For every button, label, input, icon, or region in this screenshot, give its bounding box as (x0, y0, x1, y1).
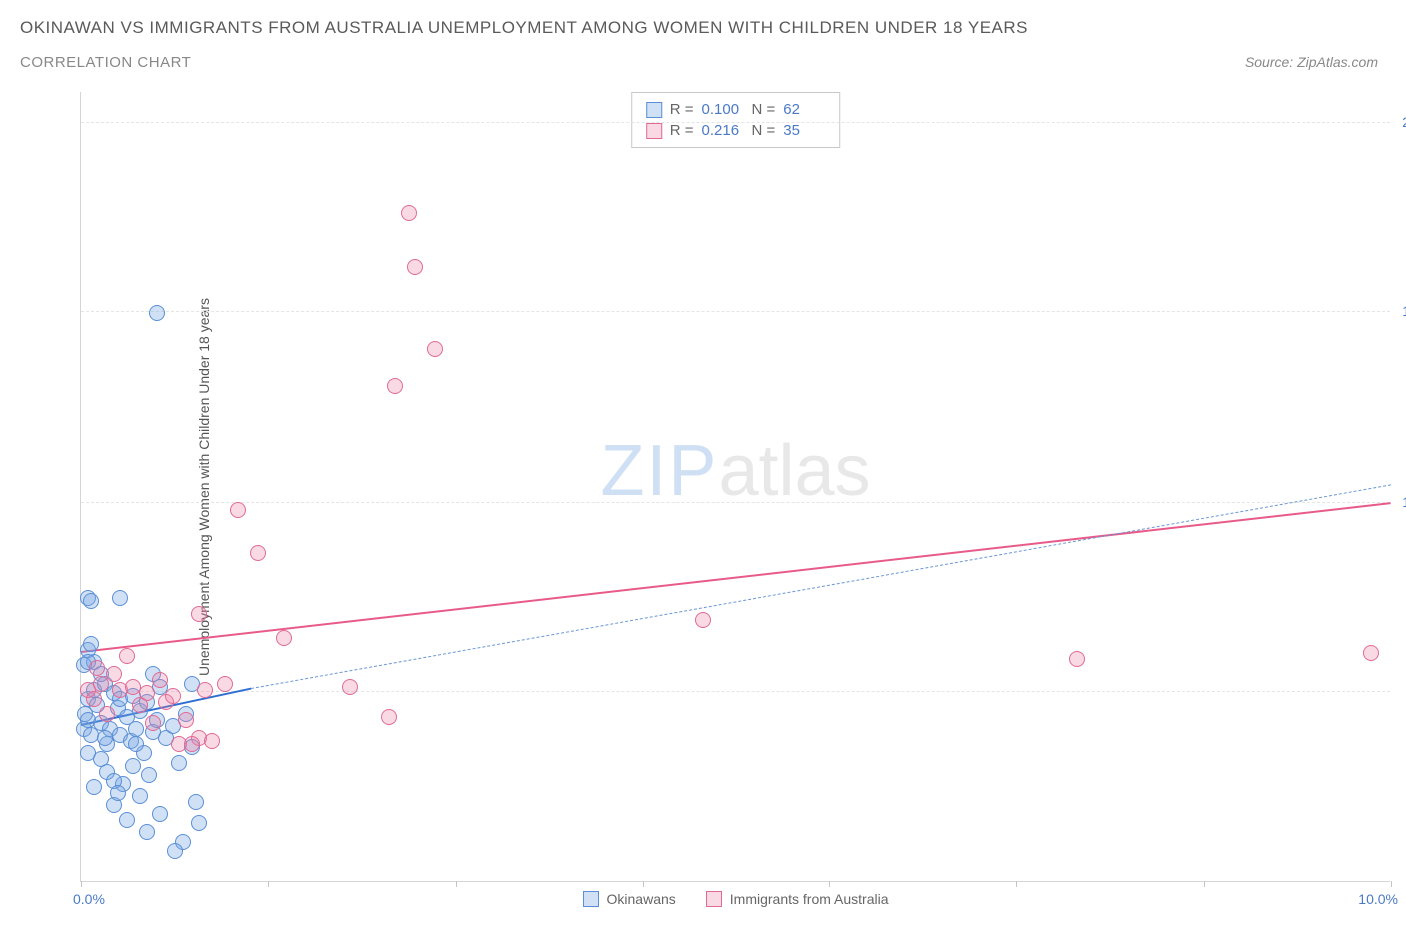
scatter-point (1363, 645, 1379, 661)
scatter-point (217, 676, 233, 692)
watermark-zip: ZIP (600, 430, 718, 512)
scatter-point (381, 709, 397, 725)
scatter-point (695, 612, 711, 628)
trend-line (251, 484, 1391, 689)
gridline-h (81, 691, 1390, 692)
scatter-plot: ZIPatlas R = 0.100 N = 62 R = 0.216 N = … (80, 92, 1390, 882)
scatter-point (191, 606, 207, 622)
stat-r-immigrants: 0.216 (702, 122, 744, 139)
scatter-point (184, 736, 200, 752)
scatter-point (139, 685, 155, 701)
gridline-h (81, 502, 1390, 503)
scatter-point (119, 812, 135, 828)
swatch-okinawans (646, 102, 662, 118)
scatter-point (197, 682, 213, 698)
x-tick-label: 0.0% (73, 891, 105, 907)
x-tick (456, 881, 457, 887)
x-tick (829, 881, 830, 887)
scatter-point (86, 779, 102, 795)
scatter-point (110, 785, 126, 801)
scatter-point (342, 679, 358, 695)
stat-n-label: N = (752, 101, 776, 118)
gridline-h (81, 122, 1390, 123)
subtitle-row: CORRELATION CHART Source: ZipAtlas.com (20, 54, 1386, 71)
x-tick (1016, 881, 1017, 887)
gridline-h (81, 311, 1390, 312)
scatter-point (152, 672, 168, 688)
legend-label-immigrants: Immigrants from Australia (730, 891, 889, 907)
scatter-point (188, 794, 204, 810)
scatter-point (106, 666, 122, 682)
scatter-point (83, 636, 99, 652)
stat-n-label: N = (752, 122, 776, 139)
scatter-point (86, 691, 102, 707)
scatter-point (1069, 651, 1085, 667)
scatter-point (387, 378, 403, 394)
trend-line (81, 502, 1391, 653)
scatter-point (139, 824, 155, 840)
x-tick (268, 881, 269, 887)
y-tick-label: 12.5% (1402, 494, 1406, 510)
scatter-point (204, 733, 220, 749)
scatter-point (178, 712, 194, 728)
chart-title: OKINAWAN VS IMMIGRANTS FROM AUSTRALIA UN… (20, 18, 1386, 38)
scatter-point (119, 648, 135, 664)
legend-swatch-okinawans (583, 891, 599, 907)
stats-legend: R = 0.100 N = 62 R = 0.216 N = 35 (631, 92, 841, 148)
scatter-point (230, 502, 246, 518)
watermark-atlas: atlas (718, 430, 870, 512)
x-tick (643, 881, 644, 887)
stat-n-immigrants: 35 (783, 122, 825, 139)
scatter-point (99, 706, 115, 722)
scatter-point (407, 259, 423, 275)
source-label: Source: ZipAtlas.com (1245, 54, 1386, 70)
chart-header: OKINAWAN VS IMMIGRANTS FROM AUSTRALIA UN… (0, 0, 1406, 71)
scatter-point (152, 806, 168, 822)
scatter-point (128, 721, 144, 737)
stat-r-label: R = (670, 122, 694, 139)
scatter-point (83, 593, 99, 609)
x-tick-label: 10.0% (1358, 891, 1398, 907)
y-tick-label: 18.8% (1402, 303, 1406, 319)
scatter-point (427, 341, 443, 357)
scatter-point (128, 736, 144, 752)
x-tick (1204, 881, 1205, 887)
scatter-point (149, 305, 165, 321)
scatter-point (145, 715, 161, 731)
scatter-point (132, 788, 148, 804)
watermark: ZIPatlas (600, 430, 870, 512)
scatter-point (276, 630, 292, 646)
scatter-point (401, 205, 417, 221)
scatter-point (191, 815, 207, 831)
legend-item-immigrants: Immigrants from Australia (706, 891, 889, 907)
stat-n-okinawans: 62 (783, 101, 825, 118)
swatch-immigrants (646, 123, 662, 139)
legend-item-okinawans: Okinawans (583, 891, 676, 907)
chart-subtitle: CORRELATION CHART (20, 54, 191, 71)
x-tick (81, 881, 82, 887)
x-tick (1391, 881, 1392, 887)
legend-label-okinawans: Okinawans (607, 891, 676, 907)
stat-r-okinawans: 0.100 (702, 101, 744, 118)
scatter-point (250, 545, 266, 561)
bottom-legend: Okinawans Immigrants from Australia (583, 891, 889, 907)
y-tick-label: 25.0% (1402, 114, 1406, 130)
legend-swatch-immigrants (706, 891, 722, 907)
stats-row-okinawans: R = 0.100 N = 62 (646, 99, 826, 120)
scatter-point (89, 660, 105, 676)
scatter-point (141, 767, 157, 783)
scatter-point (112, 590, 128, 606)
stat-r-label: R = (670, 101, 694, 118)
scatter-point (165, 688, 181, 704)
chart-area: Unemployment Among Women with Children U… (55, 92, 1390, 882)
scatter-point (97, 730, 113, 746)
scatter-point (167, 843, 183, 859)
scatter-point (171, 755, 187, 771)
